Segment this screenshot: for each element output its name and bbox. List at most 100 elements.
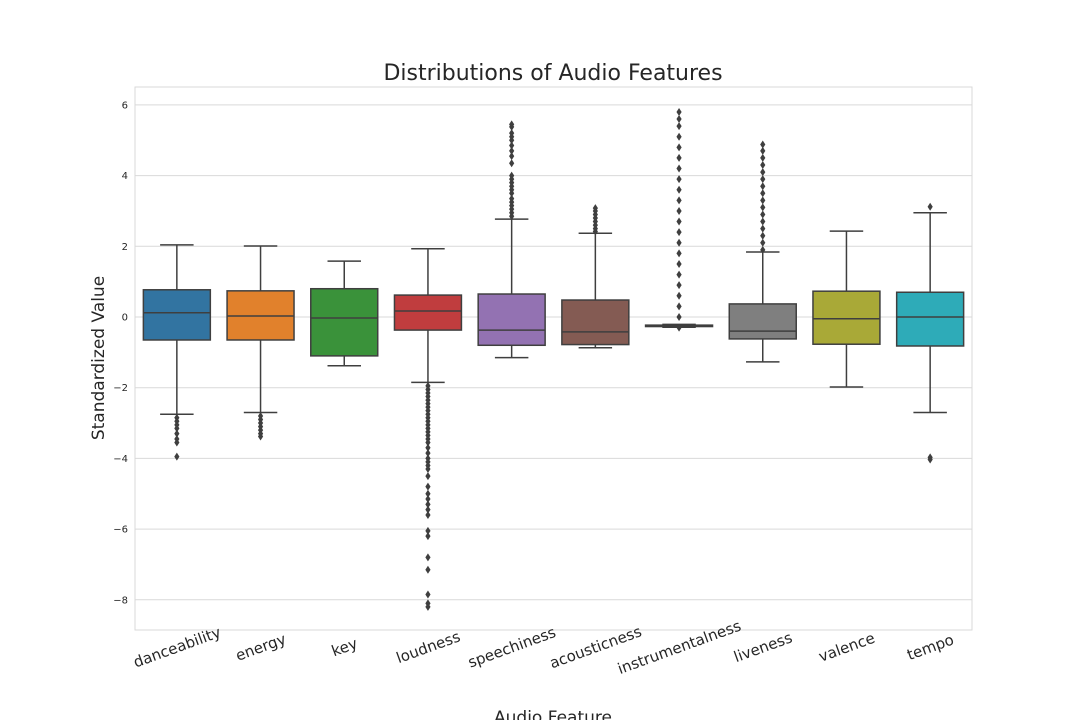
outlier-point bbox=[509, 152, 515, 161]
outlier-point bbox=[760, 231, 766, 240]
outlier-point bbox=[927, 202, 933, 211]
y-tick-label: 4 bbox=[122, 171, 128, 182]
outlier-point bbox=[174, 424, 180, 433]
outlier-point bbox=[676, 196, 682, 205]
outlier-point bbox=[174, 438, 180, 447]
chart-title: Distributions of Audio Features bbox=[383, 61, 722, 86]
x-tick-label: valence bbox=[816, 629, 877, 666]
outlier-point bbox=[676, 291, 682, 300]
iqr-box bbox=[477, 293, 546, 347]
outlier-point bbox=[676, 238, 682, 247]
outlier-point bbox=[257, 432, 264, 441]
outlier-point bbox=[760, 168, 766, 177]
box-danceability bbox=[142, 244, 212, 461]
outlier-point bbox=[676, 281, 682, 290]
box-speechiness bbox=[477, 120, 546, 359]
iqr-box bbox=[393, 294, 463, 331]
x-axis-ticks: danceability energy key loudness speechiness… bbox=[131, 617, 956, 678]
outlier-point bbox=[760, 182, 766, 191]
plot-area bbox=[134, 86, 973, 631]
outlier-point bbox=[760, 224, 766, 233]
outlier-point bbox=[509, 159, 515, 168]
iqr-box bbox=[895, 291, 965, 347]
outlier-point bbox=[425, 482, 431, 491]
outlier-point bbox=[676, 217, 682, 226]
outlier-point bbox=[676, 132, 682, 141]
outlier-point bbox=[425, 505, 431, 514]
outlier-point bbox=[425, 489, 431, 498]
outlier-point bbox=[509, 194, 515, 203]
outlier-point bbox=[760, 245, 766, 254]
y-tick-label: −6 bbox=[113, 525, 128, 536]
iqr-box bbox=[728, 303, 797, 340]
outlier-point bbox=[425, 510, 431, 519]
box-energy bbox=[226, 245, 295, 441]
outlier-point bbox=[676, 206, 682, 215]
outlier-point bbox=[676, 270, 682, 279]
x-tick-label: key bbox=[329, 634, 360, 660]
outlier-point bbox=[509, 146, 515, 155]
iqr-box bbox=[310, 287, 379, 357]
outlier-point bbox=[676, 122, 682, 131]
x-tick-label: loudness bbox=[394, 627, 463, 667]
outlier-point bbox=[425, 465, 431, 474]
outlier-point bbox=[425, 590, 431, 599]
outlier-point bbox=[927, 455, 933, 464]
outlier-point bbox=[676, 143, 682, 152]
outlier-point bbox=[676, 175, 682, 184]
box-liveness bbox=[728, 140, 797, 363]
outlier-point bbox=[760, 189, 766, 198]
box-series bbox=[142, 107, 965, 611]
y-axis-ticks: 6 4 2 0 −2 −4 −6 −8 bbox=[113, 100, 128, 606]
outlier-point bbox=[425, 438, 431, 447]
y-tick-label: 0 bbox=[122, 313, 128, 324]
outlier-point bbox=[760, 153, 766, 162]
outlier-point bbox=[174, 452, 180, 461]
outlier-point bbox=[425, 553, 431, 562]
y-tick-label: −4 bbox=[113, 454, 128, 465]
box-instrumentalness bbox=[644, 107, 714, 332]
y-tick-label: 2 bbox=[122, 242, 128, 253]
box-key bbox=[310, 260, 379, 367]
iqr-box bbox=[561, 299, 630, 346]
outlier-point bbox=[509, 129, 515, 138]
y-axis-label: Standardized Value bbox=[89, 276, 109, 440]
outlier-point bbox=[425, 449, 431, 458]
outlier-point bbox=[174, 429, 180, 438]
outlier-point bbox=[425, 526, 431, 535]
box-valence bbox=[812, 230, 881, 388]
y-tick-label: −8 bbox=[113, 595, 128, 606]
outlier-point bbox=[760, 238, 766, 247]
outlier-point bbox=[425, 495, 431, 504]
outlier-point bbox=[676, 302, 682, 311]
outlier-point bbox=[425, 443, 431, 452]
outlier-point bbox=[425, 565, 431, 574]
outlier-point bbox=[676, 153, 682, 162]
outlier-point bbox=[760, 196, 766, 205]
outlier-point bbox=[760, 210, 766, 219]
outlier-point bbox=[760, 146, 766, 155]
outlier-point bbox=[760, 140, 766, 149]
y-tick-label: −2 bbox=[113, 383, 128, 394]
outlier-point bbox=[425, 532, 431, 541]
outlier-point bbox=[760, 217, 766, 226]
x-axis-label: Audio Feature bbox=[494, 708, 612, 720]
outlier-point bbox=[425, 500, 431, 509]
box-tempo bbox=[895, 202, 965, 464]
outlier-point bbox=[509, 141, 515, 150]
outlier-point bbox=[676, 323, 682, 332]
outlier-point bbox=[676, 228, 682, 237]
outlier-point bbox=[676, 249, 682, 258]
outlier-point bbox=[676, 259, 682, 268]
outlier-point bbox=[425, 602, 431, 611]
outlier-point bbox=[509, 171, 515, 180]
iqr-box bbox=[142, 289, 212, 341]
outlier-point bbox=[760, 203, 766, 212]
outlier-point bbox=[760, 160, 766, 169]
box-acousticness bbox=[561, 204, 630, 349]
box-loudness bbox=[393, 248, 463, 611]
outlier-point bbox=[425, 472, 431, 481]
x-tick-label: tempo bbox=[905, 631, 957, 664]
outlier-point bbox=[509, 120, 515, 129]
